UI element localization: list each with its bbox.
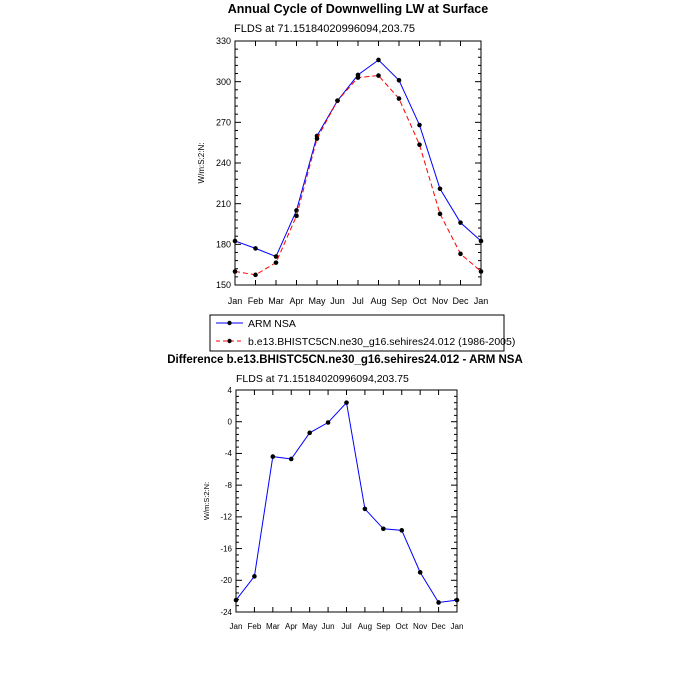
y-tick-label: 0 xyxy=(228,418,233,427)
data-point xyxy=(270,454,276,459)
y-tick-label: -12 xyxy=(220,513,232,522)
data-point xyxy=(325,420,331,425)
legend-box xyxy=(209,314,505,352)
data-point xyxy=(307,430,312,436)
y-tick-label: -8 xyxy=(225,481,233,490)
x-tick-label: Oct xyxy=(412,296,427,306)
data-point xyxy=(232,269,238,274)
x-tick-label: Dec xyxy=(452,296,469,306)
x-tick-label: Mar xyxy=(268,296,284,306)
data-point xyxy=(273,254,279,259)
data-point xyxy=(396,96,402,101)
legend-label-obs: ARM NSA xyxy=(248,318,296,330)
data-point xyxy=(294,208,299,213)
x-tick-label: Dec xyxy=(431,622,445,631)
legend-label-model: b.e13.BHISTC5CN.ne30_g16.sehires24.012 (… xyxy=(248,336,515,348)
y-axis-label: W/m:S:2:N: xyxy=(202,482,211,520)
y-tick-label: 180 xyxy=(216,239,231,249)
x-tick-label: Feb xyxy=(248,296,264,306)
data-point xyxy=(294,213,299,219)
x-tick-label: Apr xyxy=(289,296,303,306)
x-tick-label: Nov xyxy=(413,622,427,631)
series-group xyxy=(232,57,484,278)
data-point xyxy=(232,238,238,244)
data-point xyxy=(478,238,484,244)
data-point xyxy=(362,506,368,512)
x-tick-label: May xyxy=(302,622,317,631)
x-tick-label: Jul xyxy=(352,296,364,306)
chart-title: Annual Cycle of Downwelling LW at Surfac… xyxy=(228,2,488,16)
y-tick-label: -4 xyxy=(225,449,233,458)
x-tick-label: Sep xyxy=(376,622,391,631)
data-point xyxy=(253,246,258,251)
data-point xyxy=(344,400,349,405)
data-point xyxy=(437,211,443,217)
x-tick-label: Jun xyxy=(322,622,335,631)
data-point xyxy=(436,600,441,605)
x-tick-label: Jul xyxy=(341,622,351,631)
y-tick-label: 150 xyxy=(216,280,231,290)
series-group xyxy=(233,400,460,605)
y-tick-label: 270 xyxy=(216,117,231,127)
y-tick-label: -16 xyxy=(220,544,232,553)
y-axis-label: W/m:S:2:N: xyxy=(197,143,206,184)
series-line-model xyxy=(234,75,482,276)
axes: Jan Feb Mar Apr May Jun Jul Aug Sep Oct Nov Dec Jan 1… xyxy=(216,36,488,306)
data-point xyxy=(458,220,463,225)
data-point xyxy=(437,186,443,192)
chart-subtitle: FLDS at 71.15184020996094,203.75 xyxy=(234,23,415,35)
y-tick-label: 300 xyxy=(216,77,231,87)
y-tick-label: 330 xyxy=(216,36,231,46)
data-point xyxy=(355,75,361,80)
data-point xyxy=(335,98,340,103)
x-tick-label: Sep xyxy=(391,296,407,306)
x-tick-label: Jan xyxy=(228,296,243,306)
x-tick-label: May xyxy=(308,296,326,306)
data-point xyxy=(376,73,381,78)
data-point xyxy=(253,272,258,278)
axes: Jan Feb Mar Apr May Jun Jul Aug Sep Oct Nov Dec Jan -… xyxy=(220,386,463,631)
data-point xyxy=(478,269,484,274)
series-line-obs xyxy=(234,59,482,258)
data-point xyxy=(417,142,422,147)
chart-subtitle: FLDS at 71.15184020996094,203.75 xyxy=(236,373,409,385)
data-point xyxy=(417,122,422,128)
y-tick-label: 240 xyxy=(216,158,231,168)
x-tick-label: Jan xyxy=(474,296,489,306)
data-point xyxy=(252,574,257,579)
data-point xyxy=(396,78,402,83)
x-tick-label: Jan xyxy=(230,622,243,631)
x-tick-label: Apr xyxy=(285,622,298,631)
data-point xyxy=(314,136,320,141)
y-tick-label: 210 xyxy=(216,199,231,209)
data-point xyxy=(454,597,460,603)
annual-cycle-chart: Annual Cycle of Downwelling LW at Surfac… xyxy=(197,2,515,352)
x-tick-label: Nov xyxy=(432,296,449,306)
data-point xyxy=(458,251,463,257)
data-point xyxy=(233,597,239,603)
y-tick-label: -24 xyxy=(220,608,232,617)
y-tick-label: -20 xyxy=(220,576,232,585)
data-point xyxy=(273,260,279,265)
y-tick-label: 4 xyxy=(228,386,233,395)
legend: ARM NSA b.e13.BHISTC5CN.ne30_g16.sehires… xyxy=(209,314,515,352)
legend-marker-model xyxy=(227,338,232,344)
x-tick-label: Jan xyxy=(451,622,464,631)
data-point xyxy=(376,57,381,63)
x-tick-label: Feb xyxy=(248,622,262,631)
data-point xyxy=(381,526,386,532)
x-tick-label: Oct xyxy=(396,622,409,631)
x-tick-label: Jun xyxy=(330,296,345,306)
difference-chart: Difference b.e13.BHISTC5CN.ne30_g16.sehi… xyxy=(167,354,523,631)
data-point xyxy=(288,456,294,462)
series-line-diff xyxy=(235,401,458,604)
x-tick-label: Mar xyxy=(266,622,280,631)
data-point xyxy=(417,570,423,575)
x-tick-label: Aug xyxy=(358,622,372,631)
x-tick-label: Aug xyxy=(370,296,386,306)
legend-marker-obs xyxy=(227,320,232,326)
data-point xyxy=(399,528,405,533)
chart-title: Difference b.e13.BHISTC5CN.ne30_g16.sehi… xyxy=(167,354,523,366)
